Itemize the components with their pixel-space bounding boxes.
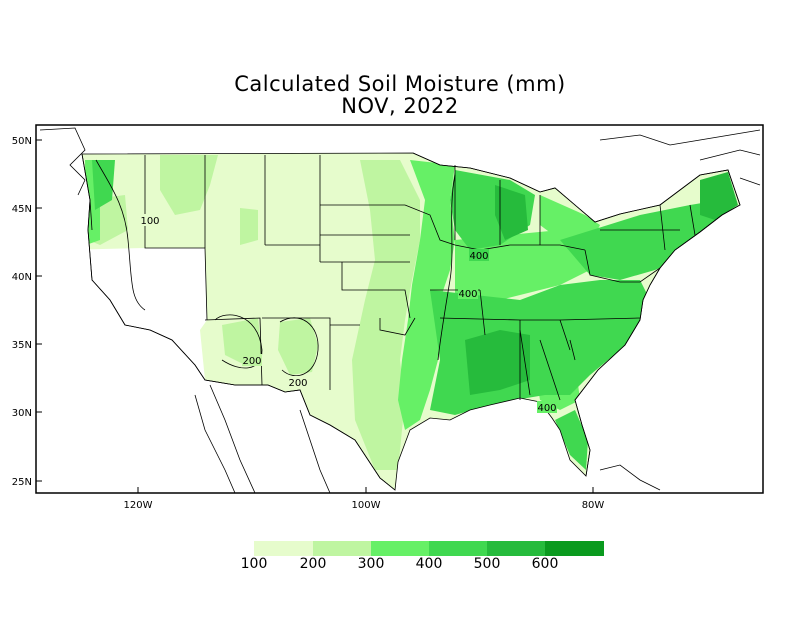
surrounding-land-lines	[39, 127, 761, 493]
contour-label: 400	[537, 403, 556, 414]
contour-label-bg	[469, 249, 489, 261]
coastline-east	[412, 152, 741, 477]
contour-label-bg	[288, 376, 308, 388]
lat-label: 45N	[12, 204, 32, 215]
contour-label-bg	[537, 401, 557, 413]
map-title: Calculated Soil Moisture (mm)	[234, 72, 566, 96]
contour-label-bg	[140, 214, 160, 226]
contour-label: 100	[140, 216, 159, 227]
legend-swatch	[545, 541, 604, 556]
state-lines-plains	[320, 204, 416, 336]
state-lines-west	[204, 155, 410, 390]
lat-label: 50N	[12, 136, 32, 147]
contour-200-east	[279, 317, 319, 377]
legend-colorbar	[254, 541, 604, 556]
legend-swatch	[487, 541, 545, 556]
legend-label: 500	[473, 556, 501, 572]
contour-labels: 100 200 200 400 400 400	[140, 214, 557, 414]
state-lines-midwest	[454, 165, 576, 401]
moisture-band-200-300-idaho	[160, 155, 218, 215]
moisture-band-200-300-wyoming	[240, 208, 258, 245]
contour-label: 400	[469, 251, 488, 262]
moisture-band-500-600-mississippi	[465, 330, 530, 395]
cuba-coast	[599, 464, 661, 491]
map-subtitle: NOV, 2022	[341, 94, 459, 118]
lat-label: 40N	[12, 272, 32, 283]
moisture-band-200-300-newmexico	[278, 318, 318, 375]
moisture-band-300-400-central	[398, 160, 455, 430]
longitude-labels: 120W 100W 80W	[124, 500, 605, 511]
contour-400	[437, 174, 456, 361]
map-frame-border	[35, 124, 764, 494]
lon-label: 100W	[352, 500, 381, 511]
moisture-band-500-600-wisconsin	[495, 185, 528, 240]
mexico-coast	[194, 384, 331, 493]
boundary-lines	[81, 152, 741, 491]
latitude-ticks	[36, 139, 42, 482]
canada-coast-east	[599, 129, 761, 186]
legend-label: 300	[357, 556, 385, 572]
legend-label: 600	[531, 556, 559, 572]
legend-label: 400	[415, 556, 443, 572]
contour-label: 200	[242, 356, 261, 367]
lon-label: 120W	[124, 500, 153, 511]
moisture-band-200-300-arizona	[222, 318, 262, 365]
lat-label: 30N	[12, 408, 32, 419]
contour-200-west	[214, 314, 263, 369]
legend-label: 200	[299, 556, 327, 572]
lon-label: 80W	[582, 500, 605, 511]
contour-label: 400	[458, 289, 477, 300]
legend-swatch	[371, 541, 429, 556]
latitude-labels: 50N 45N 40N 35N 30N 25N	[12, 136, 32, 488]
state-line-nv	[144, 155, 208, 321]
moisture-band-400-500-florida	[555, 410, 588, 470]
state-lines-northeast	[584, 204, 696, 283]
contour-label-bg	[242, 354, 262, 366]
legend-label: 100	[240, 556, 268, 572]
coastline-west-south	[81, 153, 396, 491]
longitude-ticks	[137, 487, 594, 493]
moisture-band-500-600-maine	[700, 172, 738, 220]
contour-100	[95, 159, 146, 311]
moisture-band-400-500-washington	[92, 160, 115, 210]
legend-swatch	[254, 541, 313, 556]
legend-swatch	[429, 541, 487, 556]
canada-coast-west	[39, 127, 86, 196]
contour-label: 200	[288, 378, 307, 389]
legend-swatch	[313, 541, 371, 556]
lat-label: 25N	[12, 477, 32, 488]
state-lines-east	[404, 204, 641, 400]
contour-label-bg	[458, 287, 478, 299]
lat-label: 35N	[12, 340, 32, 351]
coast-detail	[89, 199, 93, 231]
moisture-band-400-500-northeast	[560, 200, 725, 280]
